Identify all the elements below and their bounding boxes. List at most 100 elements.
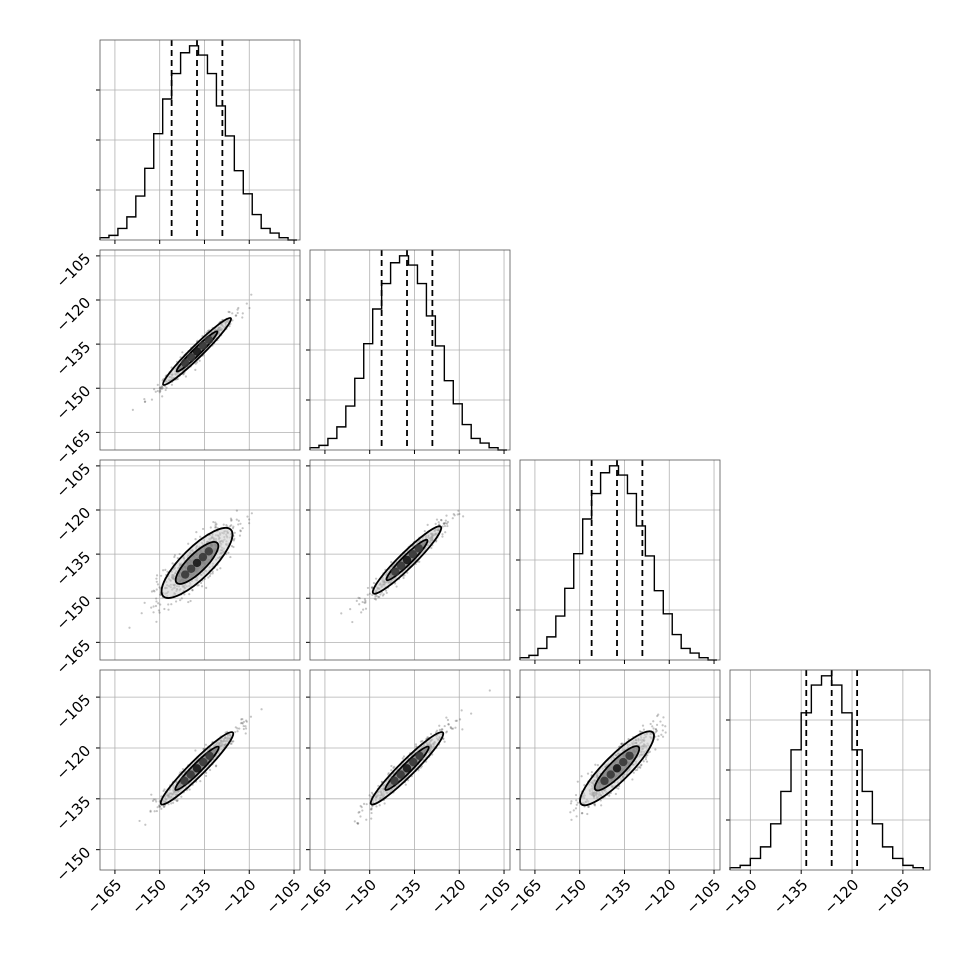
sample-point bbox=[159, 574, 163, 577]
sample-point bbox=[194, 368, 197, 371]
sample-point bbox=[642, 728, 645, 731]
y-tick-label: −120 bbox=[53, 294, 95, 336]
sample-point bbox=[215, 526, 218, 529]
density-core bbox=[600, 776, 609, 786]
sample-point bbox=[574, 807, 578, 810]
sample-point bbox=[575, 803, 578, 806]
sample-point bbox=[211, 572, 214, 575]
sample-point bbox=[576, 780, 579, 783]
panel-frame bbox=[309, 249, 511, 451]
density-core bbox=[180, 570, 190, 579]
sample-point bbox=[620, 742, 623, 745]
density-core bbox=[198, 552, 208, 562]
sample-point bbox=[188, 592, 191, 596]
sample-point bbox=[164, 568, 167, 571]
hist-panel-0 bbox=[96, 39, 301, 241]
sample-point bbox=[167, 803, 170, 806]
sample-point bbox=[651, 725, 654, 728]
sample-point bbox=[227, 551, 230, 554]
sample-point bbox=[654, 748, 657, 751]
sample-point bbox=[455, 719, 458, 722]
sample-point bbox=[441, 533, 444, 536]
sample-point bbox=[587, 805, 590, 808]
panel-frame bbox=[99, 669, 301, 871]
sample-point bbox=[370, 817, 373, 820]
sample-point bbox=[382, 593, 385, 596]
sample-point bbox=[357, 596, 360, 599]
sample-point bbox=[453, 514, 456, 517]
sample-point bbox=[171, 562, 174, 565]
sample-point bbox=[176, 377, 179, 381]
density-core bbox=[204, 547, 214, 556]
sample-point bbox=[227, 310, 230, 314]
sample-point bbox=[349, 608, 352, 611]
sample-point bbox=[429, 732, 433, 736]
density-core bbox=[180, 776, 189, 786]
sample-point bbox=[131, 408, 134, 411]
sample-point bbox=[248, 522, 251, 525]
sample-point bbox=[580, 812, 584, 815]
sample-point bbox=[250, 293, 253, 296]
panel-frame bbox=[99, 249, 301, 451]
sample-point bbox=[209, 526, 212, 529]
sample-point bbox=[236, 730, 239, 733]
sample-point bbox=[621, 742, 624, 745]
sample-point bbox=[249, 715, 253, 718]
sample-point bbox=[600, 804, 603, 807]
sample-point bbox=[470, 712, 473, 715]
sample-point bbox=[158, 391, 161, 394]
sample-point bbox=[207, 576, 210, 579]
sample-point bbox=[441, 525, 444, 528]
sample-point bbox=[641, 724, 645, 727]
sample-point bbox=[370, 791, 374, 794]
y-tick-label: −105 bbox=[53, 250, 95, 292]
sample-point bbox=[417, 769, 420, 772]
sample-point bbox=[152, 611, 155, 614]
sample-point bbox=[156, 389, 159, 393]
density-core bbox=[192, 347, 202, 356]
sample-point bbox=[383, 802, 386, 805]
sample-point bbox=[652, 720, 655, 723]
sample-point bbox=[449, 725, 452, 729]
sample-point bbox=[414, 745, 418, 748]
sample-point bbox=[644, 758, 647, 761]
sample-point bbox=[214, 521, 217, 524]
sample-point bbox=[374, 598, 378, 601]
x-tick-label: −120 bbox=[218, 876, 260, 918]
density-core bbox=[619, 757, 628, 767]
sample-point bbox=[586, 772, 590, 775]
sample-point bbox=[181, 351, 184, 354]
sample-point bbox=[160, 387, 163, 390]
sample-point bbox=[161, 395, 164, 398]
sample-point bbox=[160, 795, 163, 798]
sample-point bbox=[574, 793, 578, 797]
sample-point bbox=[150, 398, 154, 401]
sample-point bbox=[659, 720, 662, 723]
hist-panel-3 bbox=[726, 669, 931, 871]
sample-point bbox=[447, 723, 450, 726]
sample-point bbox=[374, 595, 377, 598]
density-core bbox=[396, 770, 405, 779]
sample-point bbox=[445, 731, 448, 734]
histogram-0 bbox=[99, 45, 298, 241]
x-tick-label: −120 bbox=[821, 876, 863, 918]
pair-panel-2-0 bbox=[96, 459, 301, 661]
sample-point bbox=[165, 386, 168, 389]
sample-point bbox=[230, 519, 233, 522]
sample-point bbox=[657, 713, 660, 716]
sample-point bbox=[377, 595, 380, 598]
sample-point bbox=[355, 599, 358, 602]
sample-point bbox=[232, 525, 235, 528]
density-core bbox=[415, 751, 424, 760]
sample-point bbox=[442, 522, 445, 525]
y-tick-label: −135 bbox=[53, 792, 95, 834]
pair-panel-2-1 bbox=[306, 459, 511, 661]
sample-point bbox=[370, 807, 373, 810]
sample-point bbox=[357, 822, 360, 825]
density-core bbox=[199, 757, 208, 767]
sample-point bbox=[664, 725, 667, 728]
sample-point bbox=[128, 626, 131, 629]
sample-point bbox=[230, 518, 233, 521]
sample-point bbox=[444, 531, 447, 534]
sample-point bbox=[445, 730, 449, 733]
